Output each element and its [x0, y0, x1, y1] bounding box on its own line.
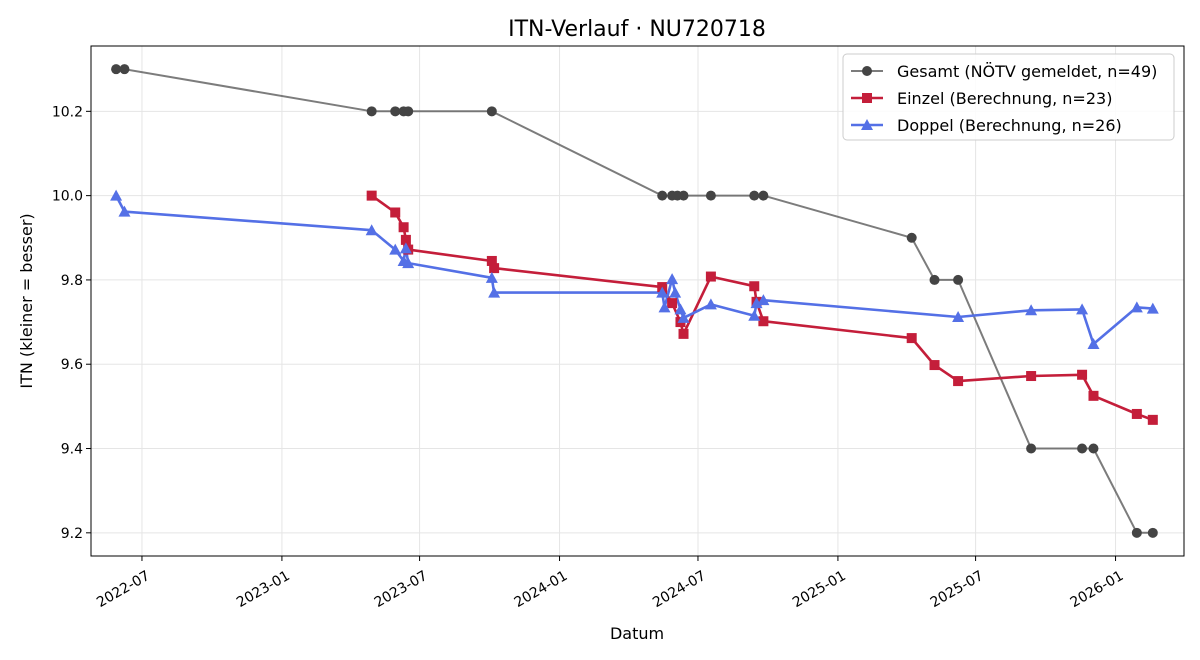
- legend-marker: [861, 119, 873, 130]
- x-tick-label: 2023-07: [372, 568, 431, 611]
- data-point-doppel: [1146, 302, 1159, 314]
- data-point-gesamt: [111, 64, 122, 75]
- data-point-doppel: [748, 309, 761, 321]
- y-axis: 9.2 9.4 9.6 9.8 10.0 10.2: [52, 104, 91, 542]
- y-tick-label: 10.0: [52, 189, 83, 205]
- data-point-einzel: [486, 255, 497, 266]
- data-point-gesamt: [1131, 527, 1142, 538]
- data-point-einzel: [929, 360, 940, 371]
- data-point-doppel: [704, 298, 717, 310]
- data-point-einzel: [1147, 414, 1158, 425]
- y-tick-label: 9.6: [61, 357, 83, 373]
- data-point-doppel: [485, 271, 498, 283]
- data-point-doppel: [118, 205, 131, 217]
- legend-item-gesamt: Gesamt (NÖTV gemeldet, n=49): [851, 62, 1157, 81]
- data-point-doppel: [674, 303, 687, 315]
- data-point-gesamt: [929, 274, 940, 285]
- data-point-gesamt: [749, 190, 760, 201]
- data-point-gesamt: [705, 190, 716, 201]
- legend-label: Doppel (Berechnung, n=26): [897, 116, 1122, 135]
- legend-label: Einzel (Berechnung, n=23): [897, 89, 1112, 108]
- data-point-einzel: [667, 298, 678, 309]
- x-tick-label: 2024-07: [650, 568, 709, 611]
- data-point-doppel: [110, 189, 123, 201]
- data-point-gesamt: [1077, 443, 1088, 454]
- data-point-doppel: [402, 257, 415, 269]
- series-markers-doppel: [110, 189, 1159, 349]
- data-point-einzel: [390, 207, 401, 218]
- legend-item-doppel: Doppel (Berechnung, n=26): [851, 116, 1122, 135]
- data-point-doppel: [1130, 301, 1143, 313]
- x-axis-label: Datum: [610, 624, 664, 643]
- data-point-gesamt: [906, 232, 917, 243]
- data-point-einzel: [1088, 390, 1099, 401]
- y-tick-label: 9.2: [61, 526, 83, 542]
- legend-item-einzel: Einzel (Berechnung, n=23): [851, 89, 1112, 108]
- x-tick-label: 2024-01: [512, 568, 571, 611]
- data-point-doppel: [666, 273, 679, 285]
- legend: Gesamt (NÖTV gemeldet, n=49) Einzel (Bere…: [842, 53, 1175, 141]
- data-point-gesamt: [366, 106, 377, 117]
- data-point-einzel: [678, 328, 689, 339]
- data-point-gesamt: [1147, 527, 1158, 538]
- data-point-gesamt: [953, 274, 964, 285]
- x-tick-label: 2026-01: [1068, 568, 1127, 611]
- data-point-doppel: [399, 242, 412, 254]
- data-point-einzel: [400, 234, 411, 245]
- legend-marker: [862, 93, 872, 103]
- data-point-doppel: [952, 311, 965, 323]
- data-point-doppel: [658, 301, 671, 313]
- x-tick-label: 2025-01: [790, 568, 849, 611]
- y-tick-label: 10.2: [52, 104, 83, 120]
- data-point-gesamt: [1026, 443, 1037, 454]
- data-point-doppel: [1076, 303, 1089, 315]
- data-point-doppel: [389, 243, 402, 255]
- series-markers: [110, 64, 1159, 538]
- y-tick-label: 9.4: [61, 442, 83, 458]
- data-point-doppel: [656, 286, 669, 298]
- data-point-gesamt: [758, 190, 769, 201]
- y-tick-label: 9.8: [61, 273, 83, 289]
- data-point-einzel: [1026, 371, 1037, 382]
- data-point-doppel: [365, 224, 378, 236]
- legend-marker: [862, 66, 872, 76]
- x-axis: 2022-07 2023-01 2023-07 2024-01 2024-07 2025-…: [94, 556, 1126, 611]
- data-point-doppel: [669, 286, 682, 298]
- plot-area-frame: [90, 45, 1185, 557]
- data-point-einzel: [758, 316, 769, 327]
- data-point-einzel: [953, 376, 964, 387]
- data-point-gesamt: [678, 190, 689, 201]
- data-point-einzel: [398, 222, 409, 233]
- data-point-doppel: [750, 297, 763, 309]
- data-point-einzel: [1077, 369, 1088, 380]
- y-axis-label: ITN (kleiner = besser): [17, 213, 36, 388]
- data-point-gesamt: [486, 106, 497, 117]
- data-point-einzel: [1131, 408, 1142, 419]
- chart-title: ITN-Verlauf · NU720718: [508, 17, 766, 42]
- data-point-doppel: [488, 286, 501, 298]
- legend-box: [842, 53, 1175, 141]
- data-point-gesamt: [390, 106, 401, 117]
- data-point-doppel: [757, 294, 770, 306]
- data-point-gesamt: [403, 106, 414, 117]
- data-point-doppel: [1087, 337, 1100, 349]
- series-markers-gesamt: [111, 64, 1158, 538]
- data-point-einzel: [366, 190, 377, 201]
- data-point-gesamt: [657, 190, 668, 201]
- x-tick-label: 2025-07: [928, 568, 987, 611]
- data-point-doppel: [677, 311, 690, 323]
- data-point-doppel: [1025, 304, 1038, 316]
- data-point-einzel: [705, 271, 716, 282]
- x-tick-label: 2023-01: [234, 568, 293, 611]
- data-point-gesamt: [119, 64, 130, 75]
- x-tick-label: 2022-07: [94, 568, 153, 611]
- data-point-einzel: [749, 281, 760, 292]
- data-point-gesamt: [1088, 443, 1099, 454]
- data-point-einzel: [906, 333, 917, 344]
- legend-label: Gesamt (NÖTV gemeldet, n=49): [897, 62, 1157, 81]
- data-point-einzel: [489, 263, 500, 274]
- series-line-doppel: [114, 194, 1153, 346]
